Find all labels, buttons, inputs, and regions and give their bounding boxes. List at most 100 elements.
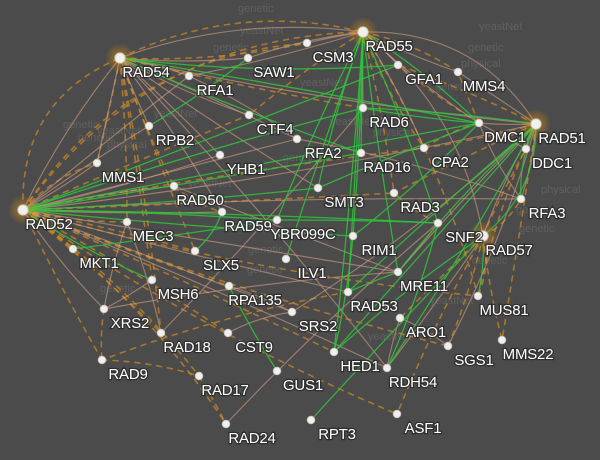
node-MRE11[interactable] <box>393 267 403 277</box>
node-label-RFA2: RFA2 <box>305 145 342 162</box>
edge-RAD52-RAD53-physical <box>22 209 349 293</box>
node-RAD24[interactable] <box>221 419 231 429</box>
edge-DMC1-GFA1-genetic <box>397 64 480 124</box>
node-RAD51[interactable] <box>530 118 542 130</box>
edge-RAD55-HED1-yeastNet <box>333 31 364 353</box>
node-label-MSH6: MSH6 <box>158 286 199 303</box>
node-MKT1[interactable] <box>68 244 78 254</box>
edge-RAD54-DMC1-yeastNet <box>119 57 480 124</box>
node-label-RAD54: RAD54 <box>122 64 169 81</box>
node-label-RAD9: RAD9 <box>108 366 147 383</box>
edge-RAD57-RDH54-physical <box>386 235 484 369</box>
node-label-RPB2: RPB2 <box>156 132 194 149</box>
node-RFA2[interactable] <box>292 134 302 144</box>
node-HED1[interactable] <box>329 347 339 357</box>
edge-RAD50-RAD59-genetic <box>173 185 223 213</box>
node-RPB2[interactable] <box>144 121 154 131</box>
edge-RAD54-SMT3-physical <box>119 57 319 189</box>
node-label-SGS1: SGS1 <box>454 352 493 369</box>
node-GUS1[interactable] <box>272 366 282 376</box>
node-RAD16[interactable] <box>356 148 366 158</box>
node-label-YBR099C: YBR099C <box>270 226 336 243</box>
node-CST9[interactable] <box>223 328 233 338</box>
node-RAD55[interactable] <box>357 26 369 38</box>
node-DMC1[interactable] <box>474 118 484 128</box>
edge-RAD57-HED1-yeastNet <box>333 235 484 353</box>
edge-RAD57-ASF1-genetic <box>396 235 484 415</box>
node-MMS1[interactable] <box>92 158 102 168</box>
watermark-text: physical <box>541 184 581 196</box>
node-label-SNF2: SNF2 <box>445 229 483 246</box>
node-RAD3[interactable] <box>389 188 399 198</box>
edge-RPA135-SRS2-physical <box>228 285 293 313</box>
node-RAD57[interactable] <box>477 230 489 242</box>
node-RDH54[interactable] <box>382 363 392 373</box>
edge-RAD55-ILV1-yeastNet <box>285 31 364 260</box>
watermark-text: yeastNet <box>240 25 283 37</box>
node-SMT3[interactable] <box>313 183 323 193</box>
edge-SNF2-RDH54-yeastNet <box>386 222 439 369</box>
node-RPT3[interactable] <box>306 415 316 425</box>
node-YHB1[interactable] <box>215 150 225 160</box>
edge-RAD52-MUS81-genetic <box>22 209 479 297</box>
node-MSH6[interactable] <box>147 275 157 285</box>
edge-RAD52-RAD6-yeastNet <box>22 107 364 211</box>
node-MUS81[interactable] <box>473 291 483 301</box>
node-label-XRS2: XRS2 <box>111 315 149 332</box>
node-DDC1[interactable] <box>521 144 531 154</box>
node-RPA135[interactable] <box>224 281 234 291</box>
node-label-MEC3: MEC3 <box>133 228 174 245</box>
node-label-MRE11: MRE11 <box>400 278 448 295</box>
edge-RAD51-RDH54-yeastNet <box>386 123 537 369</box>
node-RAD59[interactable] <box>217 207 227 217</box>
node-RAD17[interactable] <box>194 371 204 381</box>
node-RAD52[interactable] <box>17 204 29 216</box>
node-RFA1[interactable] <box>184 71 194 81</box>
node-RAD18[interactable] <box>156 328 166 338</box>
edge-RAD55-CTF4-genetic <box>248 31 364 116</box>
node-RIM1[interactable] <box>348 231 358 241</box>
node-XRS2[interactable] <box>99 304 109 314</box>
node-SLX5[interactable] <box>190 246 200 256</box>
node-GFA1[interactable] <box>393 60 403 70</box>
node-SAW1[interactable] <box>243 53 253 63</box>
edge-RPA135-GUS1-yeastNet <box>228 285 278 372</box>
node-RAD6[interactable] <box>358 103 368 113</box>
edge-RAD52-RAD51-physical <box>22 123 537 211</box>
watermark-text: genetic <box>519 223 555 235</box>
node-SRS2[interactable] <box>287 307 297 317</box>
node-MEC3[interactable] <box>122 217 132 227</box>
node-SNF2[interactable] <box>433 218 443 228</box>
node-RAD9[interactable] <box>97 355 107 365</box>
node-label-YHB1: YHB1 <box>227 161 265 178</box>
node-label-RAD18: RAD18 <box>163 339 210 356</box>
node-CTF4[interactable] <box>244 110 254 120</box>
node-RAD54[interactable] <box>114 52 126 64</box>
node-SGS1[interactable] <box>443 341 453 351</box>
edge-RAD54-RAD55-physical <box>119 26 364 59</box>
node-ASF1[interactable] <box>392 409 402 419</box>
node-ARO1[interactable] <box>395 313 405 323</box>
edge-RFA2-RFA3-physical <box>296 138 522 200</box>
node-label-CPA2: CPA2 <box>431 154 468 171</box>
watermark-text: genetic <box>516 204 552 216</box>
node-RAD53[interactable] <box>343 287 353 297</box>
node-CPA2[interactable] <box>419 143 429 153</box>
node-CSM3[interactable] <box>302 38 312 48</box>
node-MMS22[interactable] <box>497 335 507 345</box>
node-YBR099C[interactable] <box>272 215 282 225</box>
node-label-RPA135: RPA135 <box>228 292 282 309</box>
watermark-text: genetic <box>468 42 504 54</box>
edge-layer-yeastNet <box>22 31 537 421</box>
node-RFA3[interactable] <box>516 194 526 204</box>
node-label-SLX5: SLX5 <box>203 257 239 274</box>
node-RAD50[interactable] <box>169 181 179 191</box>
edge-ARO1-RDH54-physical <box>386 317 401 369</box>
watermark-text: genetic <box>100 283 136 295</box>
node-MMS4[interactable] <box>453 67 463 77</box>
watermark-text: genetic <box>213 42 249 54</box>
watermark-text: genetic <box>247 264 283 276</box>
node-ILV1[interactable] <box>281 254 291 264</box>
